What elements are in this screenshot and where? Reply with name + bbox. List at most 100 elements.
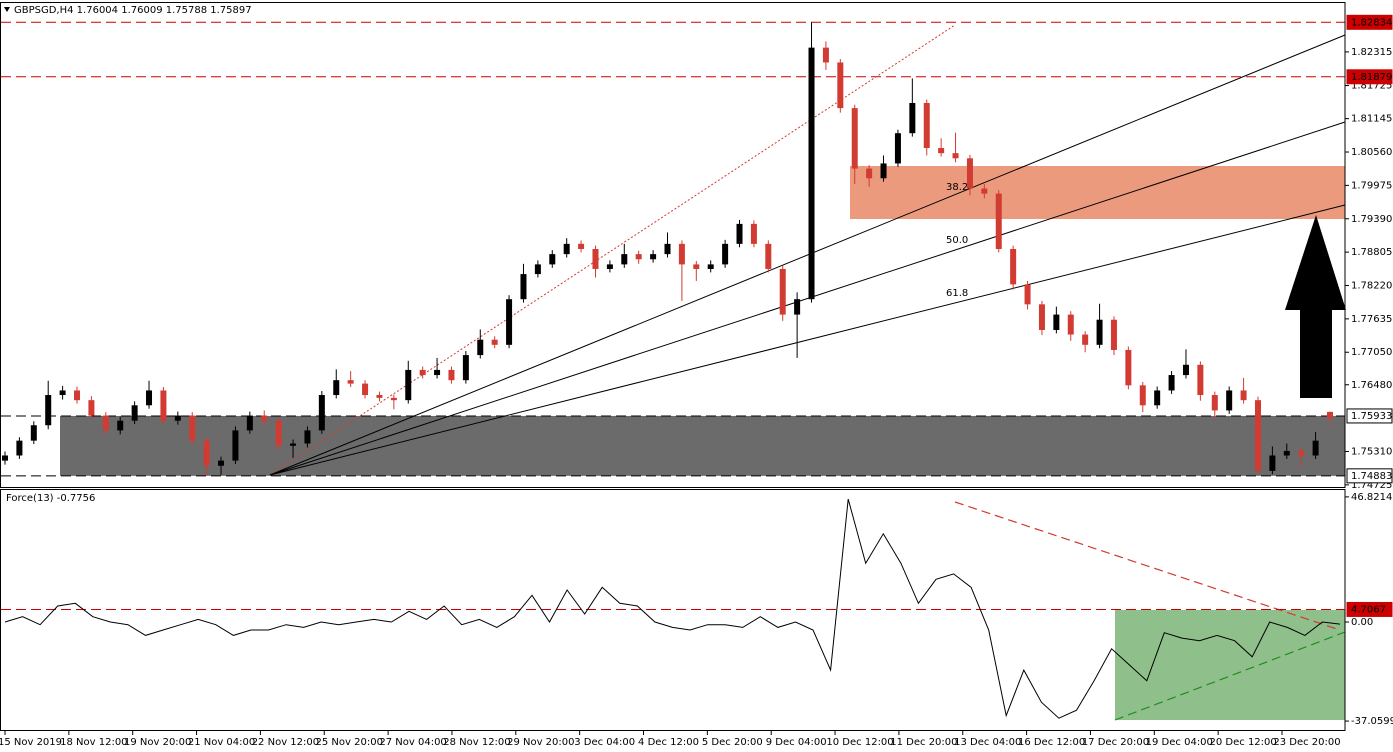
candle-body — [851, 108, 858, 169]
candle-body — [45, 395, 52, 426]
y-tick-label: 1.81725 — [1351, 81, 1392, 92]
x-tick-label: 17 Dec 20:00 — [1082, 737, 1149, 748]
x-tick-label: 10 Dec 12:00 — [826, 737, 893, 748]
x-tick-label: 29 Nov 20:00 — [507, 737, 574, 748]
candle-body — [1024, 284, 1031, 305]
candle-body — [707, 264, 714, 269]
fib-label: 50.0 — [946, 235, 968, 246]
candle-body — [909, 102, 916, 134]
x-tick-label: 23 Dec 20:00 — [1273, 737, 1340, 748]
candle-body — [765, 243, 772, 269]
x-tick-label: 5 Dec 20:00 — [702, 737, 763, 748]
candle-body — [218, 460, 225, 466]
candle-body — [1139, 385, 1146, 406]
candle-body — [333, 380, 340, 396]
y-tick-label: 1.79975 — [1351, 180, 1392, 191]
x-tick-label: 16 Dec 12:00 — [1018, 737, 1085, 748]
candle-body — [246, 415, 253, 431]
candle-body — [693, 264, 700, 269]
candle-body — [16, 440, 23, 456]
candle-body — [1298, 450, 1305, 456]
candle-body — [534, 264, 541, 275]
x-tick-label: 21 Nov 04:00 — [188, 737, 255, 748]
candle-body — [520, 274, 527, 300]
candle-body — [866, 168, 873, 179]
candle-body — [794, 299, 801, 315]
level-box — [1346, 14, 1393, 30]
candle-body — [578, 243, 585, 249]
y-tick-label: 0.00 — [1351, 617, 1373, 628]
candle-body — [88, 400, 95, 416]
x-tick-label: 18 Nov 12:00 — [60, 737, 127, 748]
fib-label: 38.2 — [946, 182, 968, 193]
candle-body — [462, 355, 469, 381]
force-zone — [1115, 610, 1345, 720]
level-label: 1.81879 — [1351, 72, 1392, 83]
candle-body — [678, 243, 685, 265]
y-tick-label: 1.82315 — [1351, 47, 1392, 58]
candle-body — [837, 62, 844, 109]
candle-body — [779, 268, 786, 315]
level-box — [1346, 69, 1393, 85]
candle-body — [174, 415, 181, 421]
candle-body — [448, 369, 455, 381]
candle-body — [160, 390, 167, 421]
candle-body — [966, 158, 973, 189]
candle-body — [1110, 319, 1117, 350]
level-box — [1346, 468, 1393, 484]
fib-label: 61.8 — [946, 288, 968, 299]
level-label: 1.74883 — [1351, 471, 1392, 482]
candle-body — [606, 264, 613, 269]
candle-body — [822, 47, 829, 63]
candle-body — [1154, 390, 1161, 406]
candle-body — [1254, 400, 1261, 471]
candle-body — [261, 415, 268, 421]
candle-body — [419, 369, 426, 376]
candle-body — [952, 153, 959, 159]
force-line — [4, 498, 1341, 719]
level-box — [1346, 408, 1393, 424]
candle-body — [189, 415, 196, 441]
fan-line — [269, 121, 1346, 476]
candle-body — [894, 133, 901, 164]
candle-body — [275, 420, 282, 446]
candle-body — [376, 395, 383, 398]
candle-body — [1283, 450, 1290, 456]
candle-body — [664, 243, 671, 255]
candle-body — [1182, 364, 1189, 376]
candle-body — [203, 440, 210, 466]
y-tick-label: 46.8214 — [1351, 492, 1392, 503]
fan-line — [269, 34, 1346, 476]
candle-body — [995, 193, 1002, 249]
level-label: 1.82834 — [1351, 17, 1392, 28]
candle-body — [131, 405, 138, 421]
force-title: Force(13) -0.7756 — [6, 493, 95, 504]
main-title: GBPSGD,H4 1.76004 1.76009 1.75788 1.7589… — [14, 5, 252, 16]
candle-body — [635, 254, 642, 260]
candle-body — [30, 425, 37, 441]
candle-body — [290, 443, 297, 446]
level-label: 4.7067 — [1351, 604, 1386, 615]
candle-body — [722, 243, 729, 265]
candle-body — [1053, 314, 1060, 330]
y-tick-label: 1.77635 — [1351, 314, 1392, 325]
y-tick-label: 1.78220 — [1351, 281, 1392, 292]
y-tick-label: 1.76480 — [1351, 380, 1392, 391]
candle-body — [981, 188, 988, 194]
candle-body — [1125, 349, 1132, 386]
candle-body — [938, 148, 945, 154]
candle-body — [347, 380, 354, 384]
x-tick-label: 20 Dec 12:00 — [1210, 737, 1277, 748]
candle-body — [750, 223, 757, 244]
y-tick-label: 1.78805 — [1351, 247, 1392, 258]
force-trend-red — [954, 501, 1341, 631]
force-frame — [0, 489, 1346, 731]
candle-body — [1269, 455, 1276, 471]
candle-body — [1226, 390, 1233, 411]
y-tick-label: -37.0599 — [1351, 716, 1393, 727]
candle-body — [621, 254, 628, 265]
candle-body — [434, 369, 441, 376]
main-frame — [0, 2, 1346, 488]
fib-dotted — [269, 24, 956, 476]
